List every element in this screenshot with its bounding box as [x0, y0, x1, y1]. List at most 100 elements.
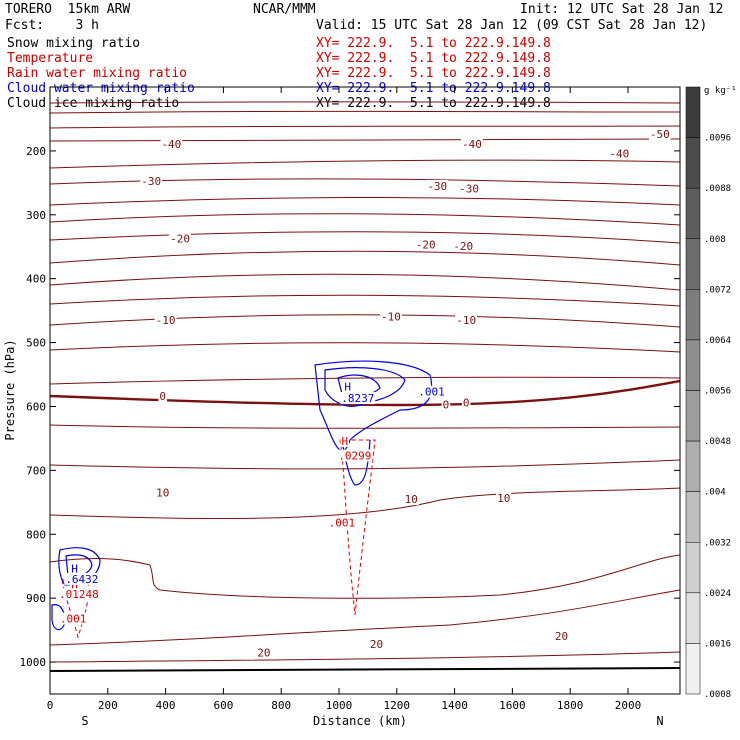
colorbar-tick-5: .0056: [704, 387, 731, 397]
temperature-label-bg-8: [414, 238, 437, 251]
temperature-label-bg-14: [441, 398, 451, 411]
temperature-label-2: -40: [462, 138, 482, 151]
isotherm-1: [49, 110, 681, 114]
colorbar-tick-10: .0016: [704, 639, 731, 649]
legend-rain-xy: XY= 222.9. 5.1 to 222.9.149.8: [316, 66, 551, 81]
isotherm-10: [49, 273, 681, 291]
colorbar-tick-0: .0096: [704, 134, 731, 144]
isotherm-7: [49, 213, 681, 226]
cloud-water-contour-left-small: [51, 604, 65, 631]
temperature-label-bg-1: [160, 137, 183, 150]
cloud-water-label-bg-4: [64, 572, 100, 585]
x-tick-label-3: 600: [213, 699, 233, 712]
cloud-water-contour-outer: [314, 360, 433, 452]
x-tick-label-5: 1000: [326, 699, 353, 712]
legend-rain: Rain water mixing ratio: [7, 66, 188, 81]
colorbar-swatch-1: [685, 137, 701, 189]
colorbar-swatch-7: [685, 440, 701, 492]
isotherm-5: [49, 178, 681, 187]
isotherm-12: [49, 314, 681, 328]
cloud-water-label-bg-2: [417, 385, 446, 398]
temperature-label-bg-15: [461, 396, 471, 409]
isotherm-0: [49, 101, 681, 104]
colorbar-swatch-3: [685, 238, 701, 290]
rain-label-2: .001: [329, 517, 356, 530]
legend-cloud-ice-xy: XY= 222.9. 5.1 to 222.9.149.8: [316, 96, 551, 111]
temperature-label-12: -10: [456, 314, 476, 327]
colorbar-swatch-9: [685, 542, 701, 594]
y-tick-label-2: 400: [26, 273, 46, 286]
isotherm-15: [49, 424, 681, 429]
temperature-label-bg-9: [452, 240, 475, 253]
isotherm-2: [49, 125, 681, 129]
temperature-label-bg-0: [648, 128, 671, 141]
temperature-label-bg-10: [154, 314, 177, 327]
x-tick-label-0: 0: [47, 699, 54, 712]
cloud-water-label-2: .001: [418, 386, 445, 399]
y-tick-label-1: 300: [26, 209, 46, 222]
temperature-label-17: 10: [405, 493, 418, 506]
legend-temperature-xy: XY= 222.9. 5.1 to 222.9.149.8: [316, 51, 551, 66]
rain-label-3: H: [71, 579, 78, 592]
rain-label-1: .0299: [338, 450, 371, 463]
contour-labels: -50 -40 -40 -40 -30 -30 -30 -20 -20 -20 -10 -10 -10 0…: [58, 128, 671, 659]
rain-label-5: .001: [60, 613, 87, 626]
temperature-label-13: 0: [159, 390, 166, 403]
y-tick-label-8: 1000: [20, 656, 47, 669]
init-time: Init: 12 UTC Sat 28 Jan 12: [520, 2, 724, 17]
temperature-label-bg-3: [608, 147, 631, 160]
isotherm-4: [49, 159, 681, 169]
legend-snow: Snow mixing ratio: [7, 36, 141, 51]
rain-label-bg-1: [337, 449, 373, 462]
plot-frame: [49, 86, 681, 695]
x-tick-label-7: 1400: [441, 699, 468, 712]
center-title: NCAR/MMM: [253, 2, 316, 17]
isotherm-zero: [49, 379, 681, 407]
colorbar-tick-3: .0072: [704, 285, 731, 295]
colorbar-swatch-11: [685, 643, 701, 695]
temperature-label-bg-7: [169, 232, 191, 245]
colorbar-tick-7: .004: [704, 488, 726, 498]
temperature-label-bg-4: [140, 174, 163, 187]
y-tick-label-7: 900: [26, 592, 46, 605]
legend-cloud-water: Cloud water mixing ratio: [7, 81, 195, 96]
x-tick-label-1: 200: [98, 699, 118, 712]
temperature-label-5: -30: [427, 180, 447, 193]
legend-cloud-water-xy: XY= 222.9. 5.1 to 222.9.149.8: [316, 81, 551, 96]
plot-border: [49, 86, 681, 695]
legend-temperature: Temperature: [7, 51, 94, 66]
temperature-label-bg-17: [403, 493, 419, 506]
x-end-label-left: S: [81, 714, 88, 728]
model-title: TORERO 15km ARW: [5, 2, 131, 17]
temperature-label-bg-19: [256, 646, 272, 659]
y-tick-label-4: 600: [26, 400, 46, 413]
legend-cloud-ice: Cloud ice mixing ratio: [7, 96, 180, 111]
colorbar-tick-1: .0088: [704, 184, 731, 194]
legend-snow-xy: XY= 222.9. 5.1 to 222.9.149.8: [316, 36, 551, 51]
rain-label-bg-2: [327, 516, 357, 529]
temperature-label-14: 0: [443, 398, 450, 411]
cloud-water-label-4: .6432: [65, 573, 98, 586]
temperature-label-bg-13: [158, 390, 168, 403]
temperature-label-bg-2: [461, 137, 483, 150]
x-tick-label-4: 800: [271, 699, 291, 712]
forecast-hour: Fcst: 3 h: [5, 18, 99, 33]
cloud-water-contour-mid: [324, 367, 406, 407]
axes: 0 200 400 600 800 1000 1200 1400 1600 1800 2000200…: [20, 87, 680, 712]
x-end-label-right: N: [656, 714, 663, 728]
isotherm-18: [49, 554, 681, 599]
temperature-label-bg-18: [496, 491, 512, 504]
temperature-label-9: -20: [453, 240, 473, 253]
colorbar-swatch-6: [685, 390, 701, 442]
temperature-label-bg-16: [155, 486, 171, 499]
x-tick-label-9: 1800: [557, 699, 584, 712]
temperature-label-6: -30: [459, 183, 479, 196]
temperature-label-bg-6: [458, 182, 480, 195]
colorbar-tick-2: .008: [704, 235, 726, 245]
temperature-label-20: 20: [370, 638, 383, 651]
isotherm-8: [49, 231, 681, 244]
rain-label-bg-4: [58, 588, 100, 601]
temperature-label-8: -20: [416, 239, 436, 252]
isotherm-20: [49, 651, 681, 663]
temperature-contours: [49, 101, 681, 663]
